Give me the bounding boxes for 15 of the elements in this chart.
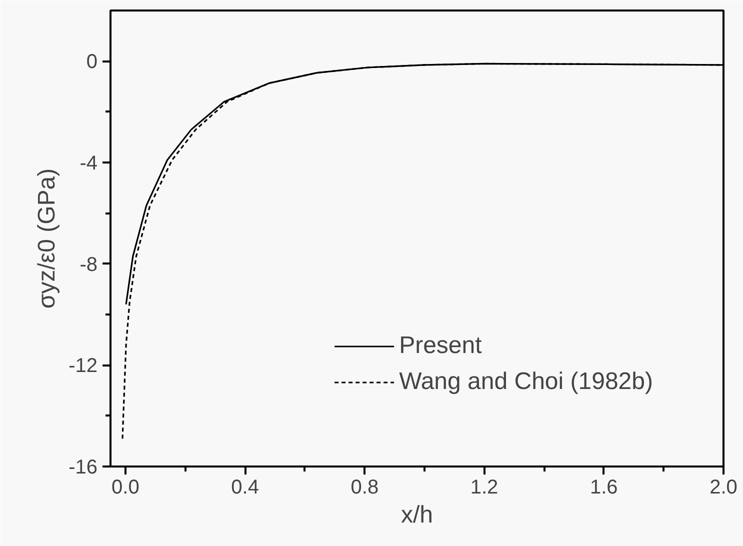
x-tick-label: 1.2 xyxy=(470,476,498,498)
legend-label: Present xyxy=(399,332,482,360)
legend-label: Wang and Choi (1982b) xyxy=(399,368,653,396)
y-tick-label: -4 xyxy=(80,152,98,174)
x-tick-label: 0.0 xyxy=(112,476,140,498)
y-tick-label: -12 xyxy=(68,355,98,378)
y-tick-label: -16 xyxy=(68,456,98,478)
y-tick-label: -8 xyxy=(80,254,98,276)
x-tick-label: 0.4 xyxy=(231,476,259,498)
x-tick-label: 1.6 xyxy=(590,476,618,498)
x-tick-label: 0.8 xyxy=(350,476,379,498)
x-axis-title: x/h xyxy=(400,502,434,528)
x-tick-label: 2.0 xyxy=(710,476,738,498)
y-tick-label: 0 xyxy=(86,51,98,74)
y-axis-title: σyz/ε0 (GPa) xyxy=(34,168,61,309)
